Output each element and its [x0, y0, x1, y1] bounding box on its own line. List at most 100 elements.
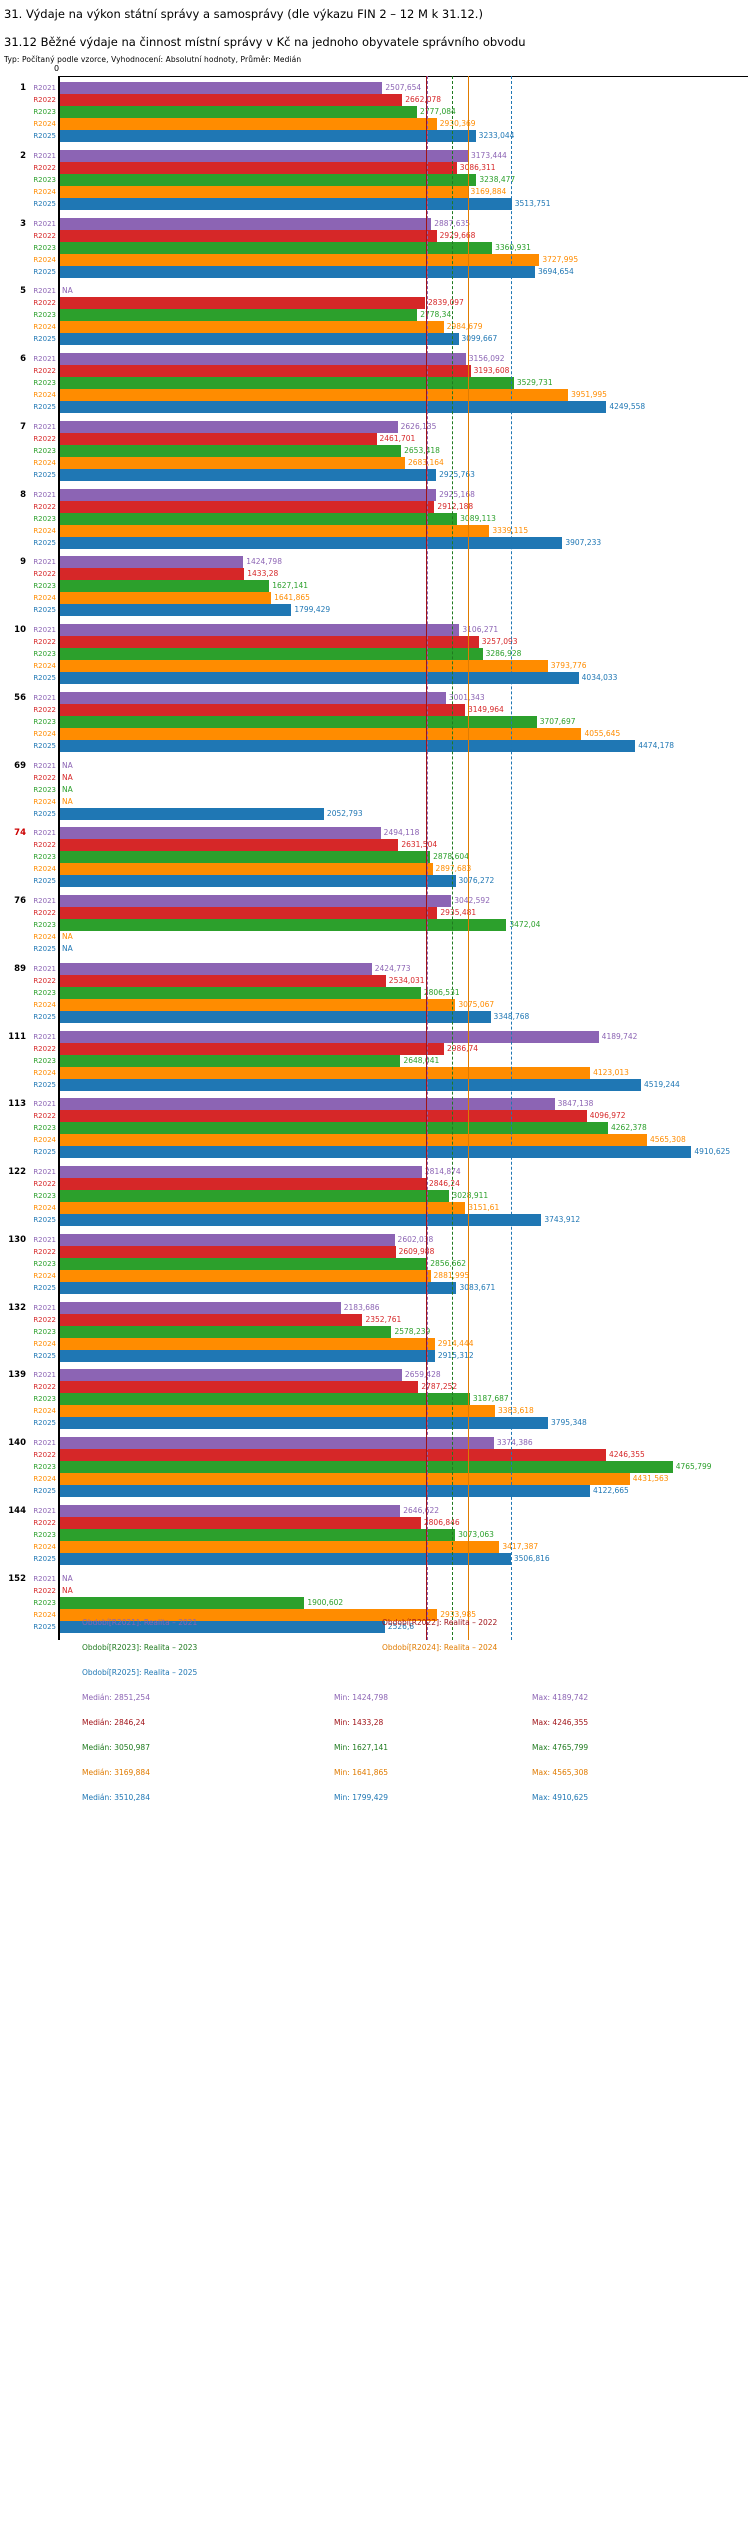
series-label: R2024 [33, 1407, 56, 1416]
bar-row: R2024 4431,563 [0, 1473, 750, 1486]
series-label: R2023 [33, 921, 56, 930]
group-category-label: 152 [8, 1573, 26, 1584]
bar [60, 365, 471, 378]
series-label: R2024 [33, 1068, 56, 1077]
bar [60, 1122, 609, 1135]
series-label: R2025 [33, 741, 56, 750]
legend-max: Max: 4246,355 [532, 1718, 589, 1728]
bar [60, 377, 514, 390]
bar-value-label: 2609,988 [398, 1246, 435, 1256]
series-label: R2021 [33, 558, 56, 567]
series-label: R2023 [33, 311, 56, 320]
bar-row: R2022 4246,355 [0, 1449, 750, 1462]
bar [60, 1325, 392, 1338]
series-label: R2022 [33, 976, 56, 985]
series-label: R2024 [33, 933, 56, 942]
bar-value-label: 2778,34 [420, 310, 452, 320]
bar-row: R2025 4034,033 [0, 672, 750, 685]
legend-max: Max: 4765,799 [532, 1743, 589, 1753]
bar-value-label: 2494,118 [383, 828, 420, 838]
bar [60, 919, 507, 932]
bar-row: R2022 3257,093 [0, 636, 750, 649]
bar-row: R2024 3727,995 [0, 253, 750, 266]
series-label: R2024 [33, 1271, 56, 1280]
bar-row: R2025 3083,671 [0, 1281, 750, 1294]
bar-value-label: 4055,645 [584, 728, 621, 738]
bar-value-label: 2925,168 [439, 489, 475, 499]
bar-row: R2023 2777,084 [0, 106, 750, 119]
bar [60, 715, 537, 728]
bar-value-label: 3076,272 [458, 876, 495, 886]
bar-row: R2021 2626,135 [0, 420, 750, 433]
series-label: R2021 [33, 1371, 56, 1380]
bar-group: 111 R2021 4189,742 R2022 2986,74 R2023 2648,04… [0, 1030, 750, 1091]
bar-value-label: 2914,444 [437, 1338, 474, 1348]
bar-value-label: 4189,742 [601, 1031, 638, 1041]
bar-row: R2025 3233,044 [0, 130, 750, 143]
series-label: R2025 [33, 606, 56, 615]
series-label: R2025 [33, 267, 56, 276]
series-label: R2023 [33, 1124, 56, 1133]
bar-value-label: 3042,592 [454, 896, 490, 906]
group-category-label: 56 [14, 692, 26, 703]
bar [60, 807, 324, 820]
series-label: R2025 [33, 1216, 56, 1225]
legend-row: Období[R2025]: Realita – 2025 [0, 1668, 750, 1693]
bar-row: R2024 3951,995 [0, 389, 750, 402]
bar-value-label: 2626,135 [400, 421, 437, 431]
bar-row: R2021 2814,874 [0, 1166, 750, 1179]
bar-row: R2025 4249,558 [0, 401, 750, 414]
series-label: R2024 [33, 594, 56, 603]
bar-value-label: 2787,252 [421, 1382, 458, 1392]
series-label: R2022 [33, 841, 56, 850]
series-label: R2021 [33, 1574, 56, 1583]
bar-row: R2024 2984,679 [0, 321, 750, 334]
bar-value-label: 3529,731 [516, 378, 553, 388]
bar-row: R2024 NA [0, 796, 750, 808]
bar [60, 297, 426, 310]
median-reference-line [425, 76, 427, 1641]
bar-row: R2024 3383,618 [0, 1405, 750, 1418]
bar [60, 1042, 444, 1055]
bar-row: R2025 3694,654 [0, 265, 750, 278]
bar-group: 3 R2021 2887,635 R2022 2929,668 R2023 3360,931… [0, 217, 750, 278]
bar-value-label: 3156,092 [468, 354, 505, 364]
bar-value-label: 4910,625 [694, 1147, 731, 1157]
bar-value-label: 3257,093 [481, 637, 518, 647]
bar-value-label: 2930,369 [439, 119, 476, 129]
bar [60, 1066, 591, 1079]
series-label: R2021 [33, 1439, 56, 1448]
legend-entry: Období[R2024]: Realita – 2024 [382, 1643, 498, 1653]
bar-value-label: 2662,078 [405, 95, 442, 105]
bar-value-label: 3472,04 [509, 920, 541, 930]
series-label: R2023 [33, 785, 56, 794]
bar [60, 1054, 401, 1067]
median-reference-line [452, 76, 454, 1641]
series-label: R2022 [33, 1180, 56, 1189]
series-label: R2021 [33, 964, 56, 973]
bar-row: R2024 4123,013 [0, 1066, 750, 1079]
bar [60, 1381, 419, 1394]
series-label: R2025 [33, 877, 56, 886]
bar-row: R2023 1627,141 [0, 580, 750, 593]
bar-row: R2025 3076,272 [0, 875, 750, 888]
bar-value-label: NA [62, 932, 73, 942]
series-label: R2024 [33, 865, 56, 874]
bar-row: R2024 2914,444 [0, 1337, 750, 1350]
group-category-label: 89 [14, 963, 26, 974]
series-label: R2024 [33, 1339, 56, 1348]
bar [60, 648, 483, 661]
series-label: R2021 [33, 355, 56, 364]
bar [60, 660, 548, 673]
bar-row: R2023 3028,911 [0, 1190, 750, 1203]
bar-row: R2025 3506,816 [0, 1552, 750, 1565]
series-label: R2022 [33, 96, 56, 105]
bar-value-label: 2461,701 [379, 433, 416, 443]
bar [60, 739, 636, 752]
series-label: R2022 [33, 299, 56, 308]
bar [60, 1540, 500, 1553]
bar-row: R2024 2933,985 [0, 1608, 750, 1621]
bar-group: 132 R2021 2183,686 R2022 2352,761 R2023 2578,2… [0, 1301, 750, 1362]
axis-top-rule [58, 76, 748, 78]
bar [60, 998, 456, 1011]
